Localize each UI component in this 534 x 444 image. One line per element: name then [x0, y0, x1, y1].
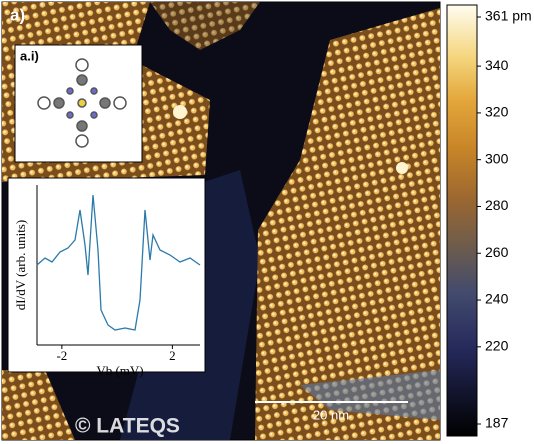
scale-bar: 20 nm: [255, 401, 408, 422]
y-axis-label: dI/dV (arb. units): [13, 220, 28, 310]
colorbar-tick-label: 320: [485, 104, 509, 120]
molecule-inset: a.i): [14, 44, 143, 163]
colorbar-tick-label: 280: [485, 197, 509, 213]
x-axis-label: Vb (mV): [96, 363, 143, 378]
colorbar-tick-label: 187: [485, 415, 509, 431]
spectrum-inset: dI/dV (arb. units) Vb (mV): [7, 177, 206, 378]
colorbar-tick-label: 340: [485, 57, 509, 73]
inset-label: a.i): [20, 48, 39, 63]
panel-label: a): [10, 5, 25, 24]
spectrum-curve: [36, 194, 201, 331]
colorbar: [446, 4, 478, 437]
colorbar-tick-label: 300: [485, 150, 509, 166]
scale-bar-label: 20 nm: [313, 407, 349, 422]
watermark: © LATEQS: [75, 415, 180, 438]
x-tick-label: 2: [169, 348, 176, 363]
x-tick-label: -2: [56, 348, 67, 363]
colorbar-tick-label: 240: [485, 291, 509, 307]
colorbar-tick-label: 220: [485, 338, 509, 354]
colorbar-tick-label: 260: [485, 244, 509, 260]
colorbar-tick-label: 361 pm: [485, 8, 532, 24]
